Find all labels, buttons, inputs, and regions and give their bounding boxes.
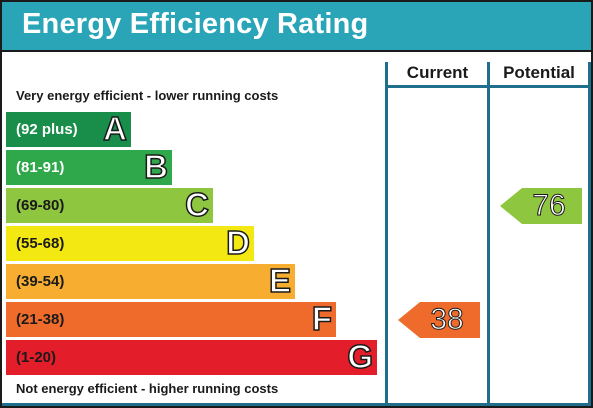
- header-divider: [385, 85, 591, 88]
- rating-band-a: (92 plus) A: [6, 109, 131, 148]
- rating-band-d: (55-68) D: [6, 223, 254, 262]
- band-range-label: (39-54): [16, 273, 65, 290]
- rating-band-g: (1-20) G: [6, 337, 377, 376]
- rating-band-e: (39-54) E: [6, 261, 295, 300]
- band-range-label: (55-68): [16, 235, 65, 252]
- band-letter: A: [102, 109, 127, 148]
- potential-rating-value: 76: [532, 189, 566, 223]
- arrow-shape: [398, 302, 480, 338]
- band-letter: G: [347, 337, 374, 376]
- current-rating-value: 38: [430, 303, 464, 337]
- rating-band-b: (81-91) B: [6, 147, 172, 186]
- band-range-label: (1-20): [16, 349, 57, 366]
- band-letter: C: [184, 185, 209, 224]
- band-letter: F: [311, 299, 333, 338]
- band-range-label: (92 plus): [16, 121, 78, 138]
- potential-rating-arrow: 76: [500, 188, 582, 224]
- band-letter: D: [225, 223, 250, 262]
- top-note: Very energy efficient - lower running co…: [16, 88, 279, 103]
- title-bar: Energy Efficiency Rating: [2, 2, 591, 52]
- column-header-current: Current: [406, 63, 469, 82]
- current-rating-arrow: 38: [398, 302, 480, 338]
- chart-title: Energy Efficiency Rating: [22, 8, 369, 40]
- bottom-divider: [2, 403, 591, 406]
- arrow-polygon: [500, 188, 582, 224]
- divider-current-potential: [487, 62, 490, 406]
- arrow-polygon: [398, 302, 480, 338]
- band-range-label: (21-38): [16, 311, 65, 328]
- band-range-label: (81-91): [16, 159, 65, 176]
- rating-band-f: (21-38) F: [6, 299, 336, 338]
- rating-band-c: (69-80) C: [6, 185, 213, 224]
- arrow-shape: [500, 188, 582, 224]
- bottom-note: Not energy efficient - higher running co…: [16, 381, 279, 396]
- column-header-potential: Potential: [503, 63, 575, 82]
- band-letter: E: [268, 261, 292, 300]
- band-letter: B: [143, 147, 168, 186]
- divider-left-current: [385, 62, 388, 406]
- band-range-label: (69-80): [16, 197, 65, 214]
- divider-right-potential: [588, 62, 591, 406]
